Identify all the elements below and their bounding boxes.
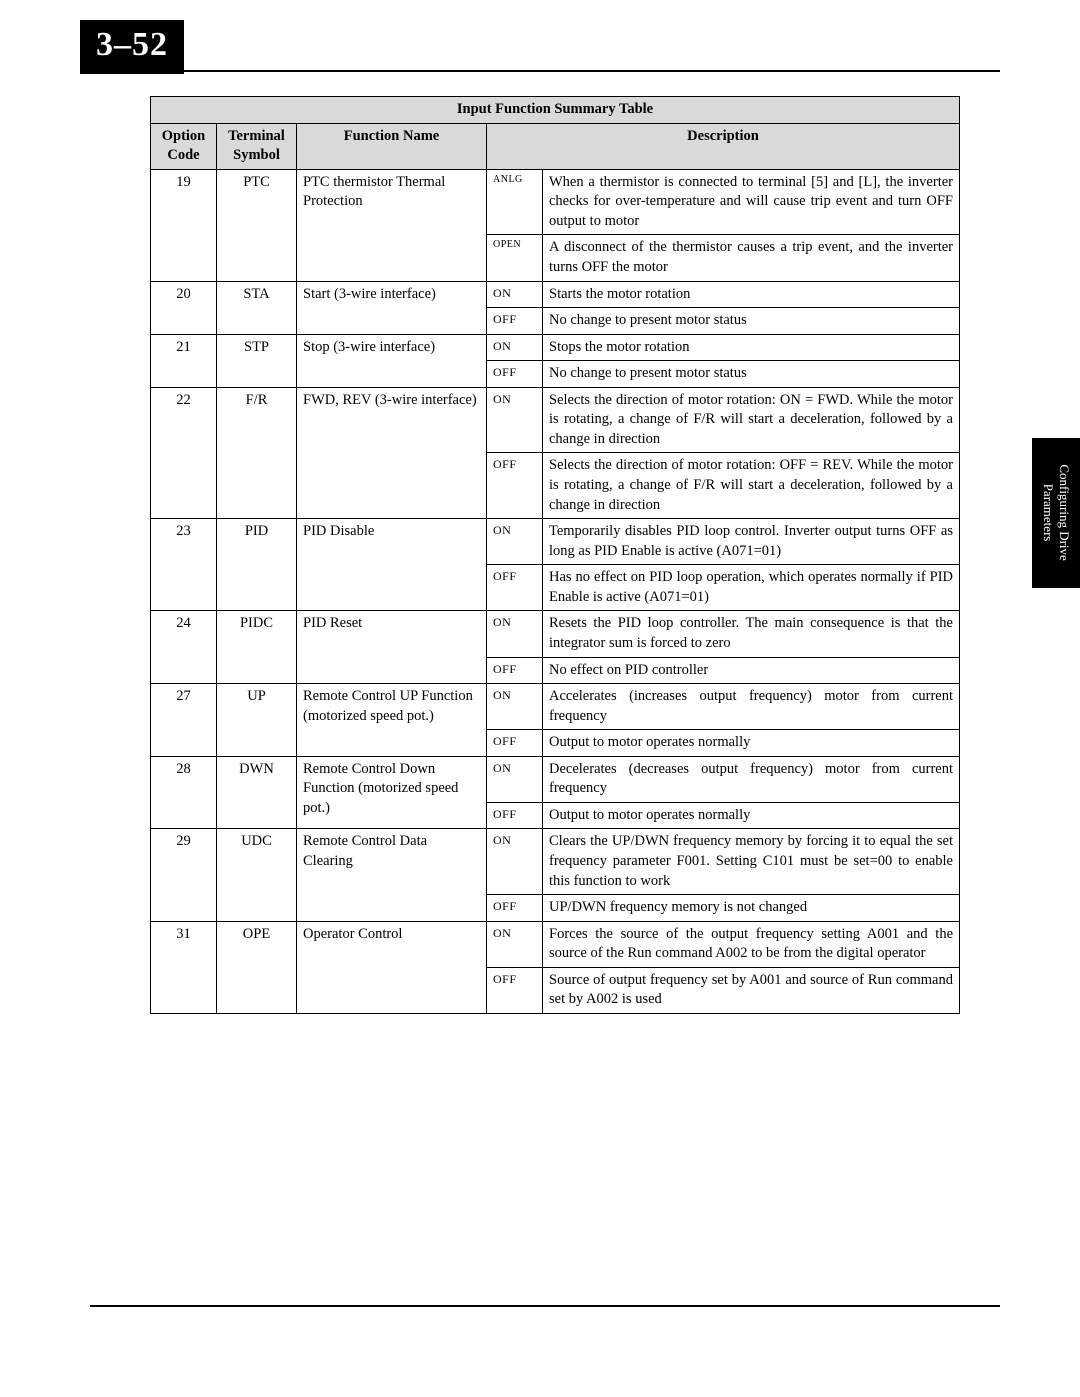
cell-terminal-symbol: PIDC xyxy=(217,611,297,684)
cell-state: OFF xyxy=(487,730,543,757)
cell-description: Has no effect on PID loop operation, whi… xyxy=(543,565,960,611)
cell-terminal-symbol: OPE xyxy=(217,921,297,1013)
cell-state: OFF xyxy=(487,657,543,684)
cell-state: OFF xyxy=(487,967,543,1013)
cell-state: ON xyxy=(487,684,543,730)
cell-function-name: Remote Control Data Clearing xyxy=(297,829,487,921)
cell-description: When a thermistor is connected to termin… xyxy=(543,169,960,235)
col-header-func: Function Name xyxy=(297,123,487,169)
page-header: 3–52 xyxy=(80,20,1000,74)
cell-state: ON xyxy=(487,756,543,802)
cell-description: Starts the motor rotation xyxy=(543,281,960,308)
cell-option-code: 31 xyxy=(151,921,217,1013)
cell-function-name: Start (3-wire interface) xyxy=(297,281,487,334)
page-content: 3–52 Input Function Summary Table Option… xyxy=(80,20,1000,1014)
footer-rule xyxy=(90,1305,1000,1307)
cell-function-name: Remote Control UP Function (motorized sp… xyxy=(297,684,487,757)
cell-state: OPEN xyxy=(487,235,543,281)
cell-description: Stops the motor rotation xyxy=(543,334,960,361)
cell-function-name: Operator Control xyxy=(297,921,487,1013)
cell-description: Output to motor operates normally xyxy=(543,802,960,829)
cell-state: OFF xyxy=(487,361,543,388)
cell-description: UP/DWN frequency memory is not changed xyxy=(543,895,960,922)
cell-terminal-symbol: PTC xyxy=(217,169,297,281)
cell-function-name: PTC thermistor Thermal Protection xyxy=(297,169,487,281)
cell-option-code: 28 xyxy=(151,756,217,829)
table-header-row: Option Code Terminal Symbol Function Nam… xyxy=(151,123,960,169)
cell-terminal-symbol: DWN xyxy=(217,756,297,829)
cell-state: ON xyxy=(487,829,543,895)
cell-state: ON xyxy=(487,519,543,565)
cell-state: OFF xyxy=(487,453,543,519)
cell-description: No change to present motor status xyxy=(543,361,960,388)
cell-state: OFF xyxy=(487,895,543,922)
cell-description: Source of output frequency set by A001 a… xyxy=(543,967,960,1013)
cell-terminal-symbol: PID xyxy=(217,519,297,611)
cell-description: Resets the PID loop controller. The main… xyxy=(543,611,960,657)
cell-description: Selects the direction of motor rotation:… xyxy=(543,453,960,519)
cell-description: Accelerates (increases output frequency)… xyxy=(543,684,960,730)
cell-function-name: PID Disable xyxy=(297,519,487,611)
cell-description: No change to present motor status xyxy=(543,308,960,335)
table-row: 29UDCRemote Control Data ClearingONClear… xyxy=(151,829,960,895)
col-header-desc: Description xyxy=(487,123,960,169)
cell-function-name: Remote Control Down Function (motorized … xyxy=(297,756,487,829)
cell-state: ON xyxy=(487,281,543,308)
cell-state: OFF xyxy=(487,565,543,611)
cell-terminal-symbol: STP xyxy=(217,334,297,387)
cell-function-name: FWD, REV (3-wire interface) xyxy=(297,387,487,518)
table-body: 19PTCPTC thermistor Thermal ProtectionAN… xyxy=(151,169,960,1013)
cell-option-code: 29 xyxy=(151,829,217,921)
table-title: Input Function Summary Table xyxy=(151,97,960,124)
col-header-symbol: Terminal Symbol xyxy=(217,123,297,169)
col-header-code: Option Code xyxy=(151,123,217,169)
cell-state: ON xyxy=(487,334,543,361)
cell-description: Selects the direction of motor rotation:… xyxy=(543,387,960,453)
cell-state: ON xyxy=(487,921,543,967)
table-row: 31OPEOperator ControlONForces the source… xyxy=(151,921,960,967)
cell-function-name: Stop (3-wire interface) xyxy=(297,334,487,387)
cell-state: ANLG xyxy=(487,169,543,235)
cell-option-code: 20 xyxy=(151,281,217,334)
cell-option-code: 22 xyxy=(151,387,217,518)
cell-state: ON xyxy=(487,611,543,657)
cell-description: Output to motor operates normally xyxy=(543,730,960,757)
table-row: 20STAStart (3-wire interface)ONStarts th… xyxy=(151,281,960,308)
cell-description: Temporarily disables PID loop control. I… xyxy=(543,519,960,565)
cell-terminal-symbol: UP xyxy=(217,684,297,757)
page-number-badge: 3–52 xyxy=(80,20,184,74)
table-row: 24PIDCPID ResetONResets the PID loop con… xyxy=(151,611,960,657)
cell-state: OFF xyxy=(487,802,543,829)
cell-function-name: PID Reset xyxy=(297,611,487,684)
cell-state: OFF xyxy=(487,308,543,335)
cell-option-code: 23 xyxy=(151,519,217,611)
table-row: 28DWNRemote Control Down Function (motor… xyxy=(151,756,960,802)
table-row: 27UPRemote Control UP Function (motorize… xyxy=(151,684,960,730)
table-row: 23PIDPID DisableONTemporarily disables P… xyxy=(151,519,960,565)
table-row: 22F/RFWD, REV (3-wire interface)ONSelect… xyxy=(151,387,960,453)
cell-description: Forces the source of the output frequenc… xyxy=(543,921,960,967)
input-function-summary-table: Input Function Summary Table Option Code… xyxy=(150,96,960,1014)
cell-terminal-symbol: F/R xyxy=(217,387,297,518)
table-row: 19PTCPTC thermistor Thermal ProtectionAN… xyxy=(151,169,960,235)
cell-state: ON xyxy=(487,387,543,453)
cell-option-code: 27 xyxy=(151,684,217,757)
cell-terminal-symbol: STA xyxy=(217,281,297,334)
side-tab-line-2: Parameters xyxy=(1041,484,1056,542)
cell-option-code: 24 xyxy=(151,611,217,684)
cell-description: Clears the UP/DWN frequency memory by fo… xyxy=(543,829,960,895)
cell-description: A disconnect of the thermistor causes a … xyxy=(543,235,960,281)
table-title-row: Input Function Summary Table xyxy=(151,97,960,124)
header-rule xyxy=(184,70,1000,72)
cell-terminal-symbol: UDC xyxy=(217,829,297,921)
summary-table-wrapper: Input Function Summary Table Option Code… xyxy=(150,96,960,1014)
side-tab-line-1: Configuring Drive xyxy=(1057,465,1072,561)
table-row: 21STPStop (3-wire interface)ONStops the … xyxy=(151,334,960,361)
cell-option-code: 19 xyxy=(151,169,217,281)
side-section-tab: Configuring Drive Parameters xyxy=(1032,438,1080,588)
cell-description: Decelerates (decreases output frequency)… xyxy=(543,756,960,802)
cell-description: No effect on PID controller xyxy=(543,657,960,684)
cell-option-code: 21 xyxy=(151,334,217,387)
